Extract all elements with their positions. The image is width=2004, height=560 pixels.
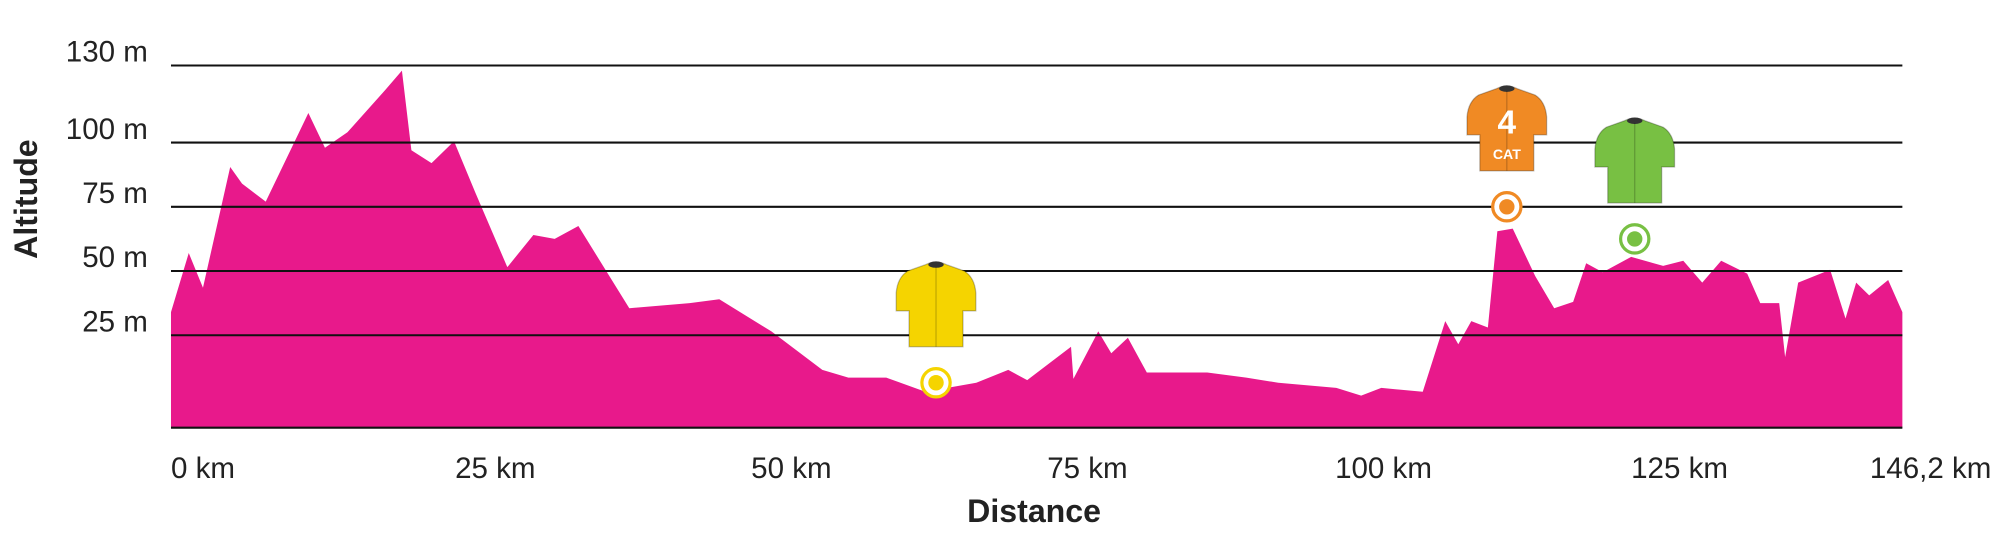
y-axis-title: Altitude (8, 139, 44, 259)
marker-dot (1627, 231, 1643, 247)
jersey-collar (1627, 117, 1643, 124)
x-tick-label: 50 km (751, 452, 831, 485)
y-tick-label: 50 m (82, 241, 148, 274)
x-tick-label: 25 km (455, 452, 535, 485)
jersey-number: 4 (1498, 104, 1517, 141)
y-tick-label: 25 m (82, 305, 148, 338)
y-tick-label: 100 m (66, 113, 148, 146)
jersey (1594, 117, 1676, 204)
y-tick-label: 75 m (82, 177, 148, 210)
x-axis-title: Distance (967, 493, 1101, 529)
y-tick-label: 130 m (66, 36, 148, 69)
x-tick-label: 75 km (1047, 452, 1127, 485)
jersey-collar (1499, 85, 1515, 92)
jersey-collar (928, 261, 944, 268)
x-tick-label: 125 km (1631, 452, 1728, 485)
marker-dot (1499, 199, 1515, 215)
jersey-category: CAT (1493, 146, 1521, 162)
marker-dot (928, 375, 944, 391)
jersey (895, 261, 977, 348)
x-tick-label: 146,2 km (1870, 452, 1991, 485)
elevation-area (170, 70, 1903, 428)
x-tick-label: 0 km (171, 452, 235, 485)
jersey: 4 CAT (1466, 85, 1548, 172)
x-tick-label: 100 km (1335, 452, 1432, 485)
